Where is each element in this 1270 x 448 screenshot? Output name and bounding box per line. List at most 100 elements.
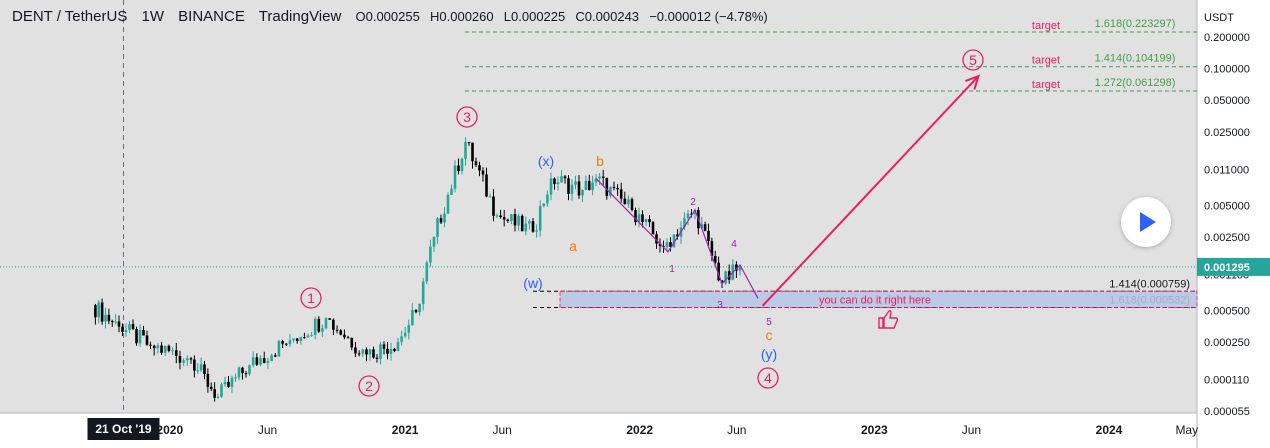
candle-body <box>686 213 690 219</box>
candle-body <box>616 187 619 190</box>
candle-body <box>535 230 538 232</box>
candle-body <box>372 349 375 358</box>
candle-body <box>502 217 506 220</box>
candle-body <box>538 206 542 231</box>
candle-body <box>121 326 124 332</box>
symbol-name[interactable]: DENT / TetherUS <box>12 8 128 25</box>
candle-body <box>506 219 510 221</box>
candle-body <box>292 338 295 341</box>
close-value: C0.000243 <box>575 9 640 24</box>
candle-body <box>281 341 284 344</box>
candle-body <box>485 174 488 197</box>
candle-body <box>524 223 528 232</box>
buy-zone-text: you can do it right here <box>819 294 931 306</box>
candle-body <box>178 356 182 363</box>
candle-body <box>619 189 623 199</box>
candle-body <box>641 214 644 222</box>
candle-body <box>396 341 400 351</box>
y-tick-label: 0.000250 <box>1204 337 1250 349</box>
candle-body <box>710 241 714 257</box>
candle-body <box>182 360 185 363</box>
candle-body <box>703 224 707 231</box>
minor-wave-2: 2 <box>690 197 696 208</box>
x-tick-label: Jun <box>727 423 746 437</box>
wave-label-5: 5 <box>969 52 977 68</box>
candle-body <box>339 330 343 335</box>
candle-body <box>637 214 641 223</box>
candle-body <box>375 357 379 359</box>
candle-body <box>601 176 605 178</box>
candle-body <box>738 266 742 271</box>
candle-body <box>389 348 393 354</box>
candle-body <box>266 361 270 363</box>
candle-body <box>598 176 601 179</box>
candle-body <box>594 178 598 183</box>
candle-body <box>567 178 570 194</box>
interval[interactable]: 1W <box>141 8 165 25</box>
candle-body <box>581 189 584 196</box>
wave-label-2-circle <box>358 375 380 397</box>
candle-body <box>223 381 227 385</box>
candle-body <box>478 165 481 171</box>
candle-body <box>171 350 174 352</box>
candle-body <box>124 330 128 332</box>
candle-body <box>343 334 346 338</box>
candle-body <box>288 340 292 345</box>
candle-body <box>411 310 414 326</box>
candle-body <box>669 242 672 247</box>
candle-body <box>163 345 167 353</box>
candle-body <box>439 218 443 223</box>
play-button[interactable] <box>1121 197 1171 247</box>
candle-body <box>303 337 306 339</box>
candle-body <box>713 256 717 263</box>
candle-body <box>609 186 612 196</box>
y-tick-label: 0.002500 <box>1204 232 1250 244</box>
candle-body <box>467 142 471 144</box>
candle-body <box>270 355 273 362</box>
candle-body <box>474 161 478 166</box>
candle-body <box>193 359 196 371</box>
candle-body <box>560 176 563 183</box>
candle-body <box>655 234 658 244</box>
wave-label-b: b <box>596 153 604 169</box>
candle-body <box>457 165 460 172</box>
fib-target-value: 1.414(0.104199) <box>1095 53 1176 65</box>
wave-label-1-circle <box>300 287 322 309</box>
candle-body <box>605 177 609 196</box>
candle-body <box>676 234 679 237</box>
candle-body <box>414 310 418 313</box>
open-value: O0.000255 <box>355 9 420 24</box>
crosshair-time-label: 21 Oct '19 <box>95 422 152 436</box>
candle-body <box>446 194 450 214</box>
price-unit: USDT <box>1204 12 1234 24</box>
candle-body <box>273 355 277 357</box>
candle-body <box>460 158 464 172</box>
candle-body <box>328 318 331 320</box>
x-tick-label: Jun <box>492 423 511 437</box>
candle-body <box>365 349 368 355</box>
wave-label-4: 4 <box>764 370 772 386</box>
candle-body <box>117 321 121 327</box>
candle-body <box>510 214 513 221</box>
candle-body <box>690 213 693 215</box>
candle-body <box>499 215 502 218</box>
candle-body <box>382 344 386 349</box>
high-value: H0.000260 <box>430 9 494 24</box>
candle-body <box>443 213 446 223</box>
candle-body <box>403 332 407 337</box>
plot-background <box>0 0 1197 413</box>
wave-label-x: (x) <box>538 153 554 169</box>
platform: TradingView <box>258 8 342 25</box>
crosshair-time-tag <box>87 418 160 440</box>
candle-body <box>471 142 474 162</box>
candle-body <box>577 181 581 196</box>
candle-body <box>152 345 156 349</box>
candle-body <box>230 377 234 387</box>
candle-body <box>648 219 651 223</box>
fib-target-value: 1.272(0.061298) <box>1095 77 1176 89</box>
candle-body <box>213 389 216 398</box>
candle-body <box>735 264 738 271</box>
candle-body <box>513 214 517 226</box>
y-tick-label: 0.011000 <box>1204 164 1249 176</box>
